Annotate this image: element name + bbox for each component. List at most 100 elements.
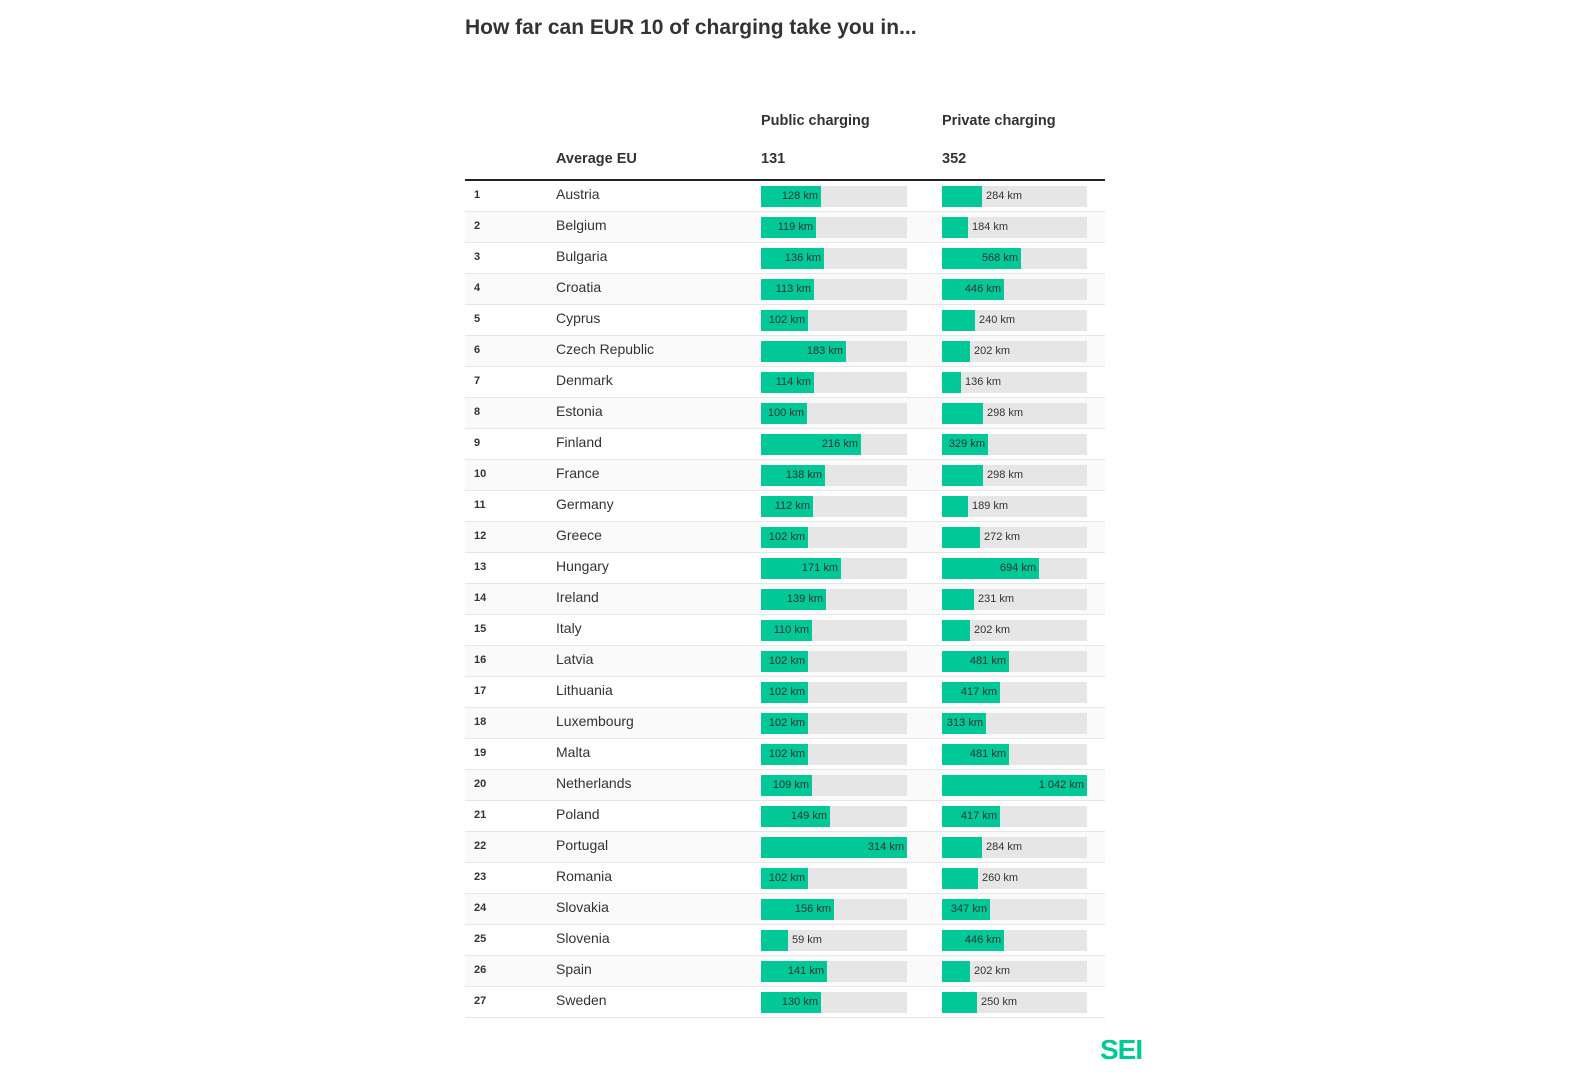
private-value-label: 1 042 km — [1038, 779, 1084, 791]
chart-rows: 1 Austria 128 km 284 km 2 Belgium 119 km 184 km… — [465, 181, 1105, 1018]
public-bar — [761, 620, 812, 641]
country-name: Denmark — [556, 372, 613, 388]
private-value-label: 240 km — [979, 314, 1016, 326]
private-bar-track: 446 km — [942, 279, 1087, 300]
private-bar — [942, 899, 990, 920]
public-bar-track: 59 km — [761, 930, 907, 951]
private-bar — [942, 186, 982, 207]
country-name: Estonia — [556, 403, 603, 419]
public-bar — [761, 961, 827, 982]
country-name: Greece — [556, 527, 602, 543]
private-bar-track: 231 km — [942, 589, 1087, 610]
table-row: 4 Croatia 113 km 446 km — [465, 274, 1105, 305]
private-bar-track: 202 km — [942, 961, 1087, 982]
rank-number: 24 — [474, 902, 487, 914]
private-bar-track: 568 km — [942, 248, 1087, 269]
private-value-label: 417 km — [960, 810, 997, 822]
private-bar — [942, 372, 961, 393]
public-value-label: 109 km — [772, 779, 809, 791]
public-bar — [761, 372, 814, 393]
rank-number: 10 — [474, 468, 487, 480]
rank-number: 23 — [474, 871, 487, 883]
table-row: 24 Slovakia 156 km 347 km — [465, 894, 1105, 925]
private-bar-track: 202 km — [942, 620, 1087, 641]
public-value-label: 100 km — [767, 407, 804, 419]
public-value-label: 119 km — [777, 221, 813, 233]
private-bar — [942, 806, 1000, 827]
table-row: 20 Netherlands 109 km 1 042 km — [465, 770, 1105, 801]
private-value-label: 568 km — [981, 252, 1018, 264]
private-value-label: 184 km — [972, 221, 1009, 233]
public-bar — [761, 992, 821, 1013]
public-value-label: 216 km — [821, 438, 858, 450]
table-row: 9 Finland 216 km 329 km — [465, 429, 1105, 460]
rank-number: 14 — [474, 592, 487, 604]
rank-number: 25 — [474, 933, 487, 945]
public-bar-track: 102 km — [761, 868, 907, 889]
public-bar — [761, 713, 808, 734]
public-bar-track: 119 km — [761, 217, 907, 238]
table-row: 15 Italy 110 km 202 km — [465, 615, 1105, 646]
public-bar-track: 128 km — [761, 186, 907, 207]
private-bar-track: 329 km — [942, 434, 1087, 455]
private-bar-track: 1 042 km — [942, 775, 1087, 796]
private-value-label: 446 km — [964, 283, 1001, 295]
public-value-label: 138 km — [785, 469, 822, 481]
rank-number: 19 — [474, 747, 487, 759]
private-bar — [942, 620, 970, 641]
private-value-label: 202 km — [974, 624, 1011, 636]
table-row: 17 Lithuania 102 km 417 km — [465, 677, 1105, 708]
rank-number: 20 — [474, 778, 487, 790]
country-name: Italy — [556, 620, 582, 636]
country-name: Netherlands — [556, 775, 632, 791]
private-bar — [942, 341, 970, 362]
country-name: Hungary — [556, 558, 609, 574]
public-bar-track: 110 km — [761, 620, 907, 641]
public-bar — [761, 868, 808, 889]
private-bar-track: 272 km — [942, 527, 1087, 548]
public-value-label: 149 km — [790, 810, 827, 822]
sei-logo: SEI — [1100, 1034, 1143, 1065]
table-row: 21 Poland 149 km 417 km — [465, 801, 1105, 832]
public-bar — [761, 651, 808, 672]
public-value-label: 136 km — [784, 252, 821, 264]
public-value-label: 110 km — [773, 624, 809, 636]
table-row: 16 Latvia 102 km 481 km — [465, 646, 1105, 677]
private-bar-track: 250 km — [942, 992, 1087, 1013]
rank-number: 18 — [474, 716, 487, 728]
country-name: Spain — [556, 961, 592, 977]
table-row: 14 Ireland 139 km 231 km — [465, 584, 1105, 615]
table-row: 3 Bulgaria 136 km 568 km — [465, 243, 1105, 274]
country-name: Croatia — [556, 279, 602, 295]
public-bar-track: 141 km — [761, 961, 907, 982]
private-bar-track: 446 km — [942, 930, 1087, 951]
table-row: 8 Estonia 100 km 298 km — [465, 398, 1105, 429]
rank-number: 13 — [474, 561, 487, 573]
public-bar-track: 102 km — [761, 744, 907, 765]
private-bar — [942, 837, 982, 858]
table-row: 5 Cyprus 102 km 240 km — [465, 305, 1105, 336]
public-average-value: 131 — [761, 151, 786, 167]
country-name: Cyprus — [556, 310, 601, 326]
private-bar-track: 284 km — [942, 186, 1087, 207]
country-name: Sweden — [556, 992, 607, 1008]
table-row: 25 Slovenia 59 km 446 km — [465, 925, 1105, 956]
private-bar — [942, 961, 970, 982]
rank-number: 9 — [474, 437, 481, 449]
country-name: Slovenia — [556, 930, 610, 946]
public-bar-track: 102 km — [761, 713, 907, 734]
rank-number: 27 — [474, 995, 487, 1007]
rank-number: 2 — [474, 220, 481, 232]
table-row: 22 Portugal 314 km 284 km — [465, 832, 1105, 863]
country-name: Portugal — [556, 837, 609, 853]
rank-number: 12 — [474, 530, 487, 542]
public-bar-track: 100 km — [761, 403, 907, 424]
private-bar — [942, 713, 986, 734]
private-bar-track: 298 km — [942, 465, 1087, 486]
country-name: Austria — [556, 186, 600, 202]
public-bar-track: 102 km — [761, 651, 907, 672]
public-value-label: 114 km — [775, 376, 811, 388]
country-name: Latvia — [556, 651, 594, 667]
private-value-label: 250 km — [981, 996, 1018, 1008]
private-value-label: 202 km — [974, 965, 1011, 977]
